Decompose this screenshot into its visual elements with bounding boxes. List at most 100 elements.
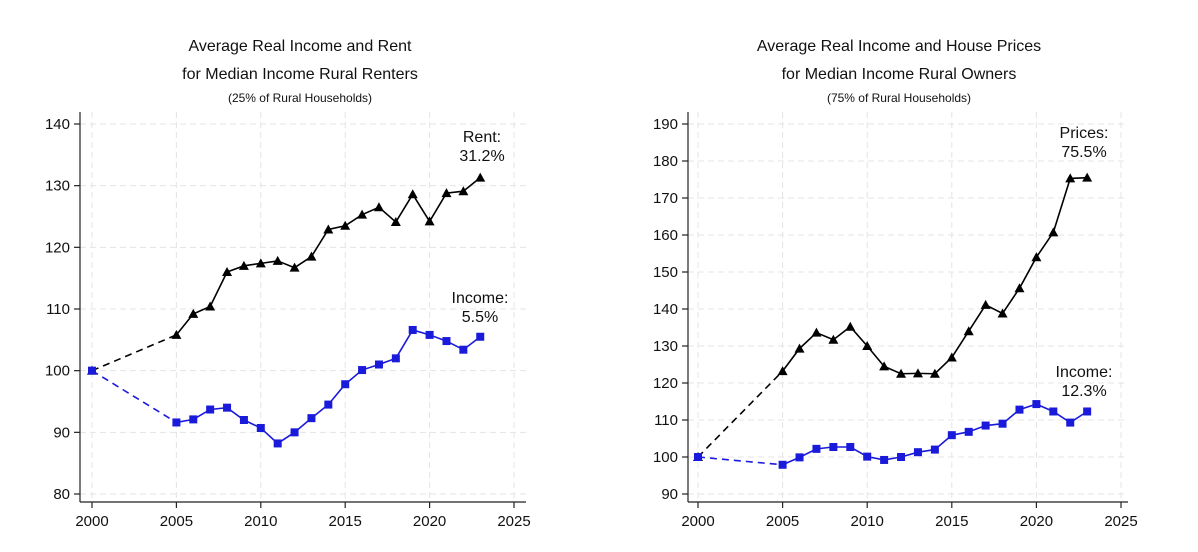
- series-0-point: [1065, 173, 1076, 183]
- chart-plot-owners: 90 100 110 120 130 140 150 160 170 180 190 2000 2005…: [653, 112, 1138, 530]
- annotation-lower-value: 12.3%: [1061, 383, 1106, 400]
- series-1-point: [256, 424, 265, 433]
- series-0-point: [912, 368, 923, 378]
- chart-title-line-2: for Median Income Rural Owners: [781, 66, 1017, 83]
- series-1-point: [795, 453, 804, 462]
- annotation-lower-label: Income:: [1056, 364, 1113, 381]
- x-tick-label: 2015: [329, 513, 362, 530]
- x-tick-label: 2005: [766, 513, 799, 530]
- series-0-point: [424, 216, 435, 226]
- series-0-point: [171, 329, 182, 339]
- series-0-point: [997, 308, 1008, 318]
- series-1-point: [324, 400, 333, 409]
- series-0-point: [777, 366, 788, 376]
- series-0-point: [458, 186, 469, 196]
- series-1-point: [1066, 418, 1075, 427]
- series-1-point: [374, 360, 383, 369]
- series-1-point: [172, 418, 181, 427]
- series-0-point: [340, 220, 351, 230]
- series-0-point: [828, 334, 839, 344]
- x-tick-label: 2000: [681, 513, 714, 530]
- series-0-point: [255, 258, 266, 268]
- y-tick-label: 110: [654, 412, 678, 429]
- series-0-point: [946, 352, 957, 362]
- series-0-point: [188, 308, 199, 318]
- series-1-point: [1083, 407, 1092, 416]
- series-1-line: [782, 403, 1088, 466]
- series-1-line: [176, 329, 481, 445]
- y-tick-label: 130: [653, 338, 678, 355]
- annotation-lower-label: Income:: [452, 290, 509, 307]
- series-1-point: [829, 443, 838, 452]
- chart-title-line-1: Average Real Income and House Prices: [756, 38, 1042, 55]
- series-0-point: [963, 326, 974, 336]
- series-1-point: [358, 366, 367, 375]
- series-1-point: [1049, 407, 1058, 416]
- x-tick-label: 2025: [497, 513, 530, 530]
- series-0-point: [407, 189, 418, 199]
- y-tick-label: 90: [53, 424, 70, 441]
- series-0-point: [441, 188, 452, 198]
- series-0-point: [929, 368, 940, 378]
- series-0-point: [323, 224, 334, 234]
- chart-plot-renters: 80 90 100 110 120 130 140 2000 2005 2010 2015 2020 2…: [45, 112, 531, 530]
- y-tick-label: 170: [653, 190, 678, 207]
- series-1-point: [223, 403, 232, 412]
- x-tick-label: 2010: [244, 513, 277, 530]
- series-1-point: [476, 332, 485, 341]
- series-1-point: [913, 448, 922, 457]
- series-1-point: [930, 445, 939, 454]
- series-1-point: [425, 330, 434, 339]
- series-1-point: [863, 452, 872, 461]
- series-0-dashed-line: [91, 334, 177, 372]
- series-1-point: [812, 444, 821, 453]
- series-0-point: [306, 251, 317, 261]
- x-tick-label: 2020: [413, 513, 446, 530]
- y-tick-label: 140: [45, 116, 70, 133]
- series-1-point: [88, 366, 96, 375]
- series-0-line: [175, 177, 481, 336]
- y-tick-label: 150: [653, 264, 678, 281]
- series-0-point: [1082, 172, 1093, 182]
- x-tick-label: 2015: [935, 513, 968, 530]
- series-0-point: [896, 368, 907, 378]
- chart-panel-owners: Average Real Income and House Prices for…: [600, 0, 1198, 552]
- series-1-point: [1015, 405, 1024, 414]
- series-1-point: [981, 421, 990, 430]
- series-1-point: [408, 325, 417, 334]
- annotation-upper-label: Rent:: [463, 129, 501, 146]
- y-tick-label: 180: [653, 153, 678, 170]
- series-0-point: [1031, 252, 1042, 262]
- series-1-point: [897, 453, 906, 461]
- series-1-point: [341, 380, 350, 389]
- series-0-point: [205, 301, 216, 311]
- series-1-point: [947, 431, 956, 440]
- y-tick-label: 190: [653, 116, 678, 133]
- series-0-point: [289, 262, 300, 272]
- series-0-point: [980, 299, 991, 309]
- y-tick-label: 130: [45, 178, 70, 195]
- x-tick-label: 2020: [1020, 513, 1053, 530]
- series-1-point: [290, 428, 299, 437]
- y-tick-label: 120: [45, 239, 70, 256]
- series-0-point: [222, 267, 233, 276]
- annotation-upper-value: 75.5%: [1061, 144, 1106, 161]
- chart-title-line-2: for Median Income Rural Renters: [182, 66, 418, 83]
- series-0-point: [1048, 227, 1059, 237]
- x-tick-label: 2005: [160, 513, 193, 530]
- series-0-point: [357, 209, 368, 219]
- y-tick-label: 100: [653, 449, 678, 466]
- series-0-point: [1014, 283, 1025, 293]
- y-tick-label: 140: [653, 301, 678, 318]
- y-tick-label: 80: [53, 486, 70, 503]
- series-0-point: [373, 202, 384, 212]
- x-tick-label: 2010: [851, 513, 884, 530]
- y-tick-label: 110: [46, 301, 70, 318]
- series-1-dashed-line: [91, 369, 177, 424]
- y-tick-label: 160: [653, 227, 678, 244]
- series-1-point: [964, 427, 973, 436]
- series-0-point: [475, 172, 486, 182]
- x-tick-label: 2000: [75, 513, 108, 530]
- series-1-point: [391, 354, 400, 363]
- series-1-point: [273, 439, 282, 448]
